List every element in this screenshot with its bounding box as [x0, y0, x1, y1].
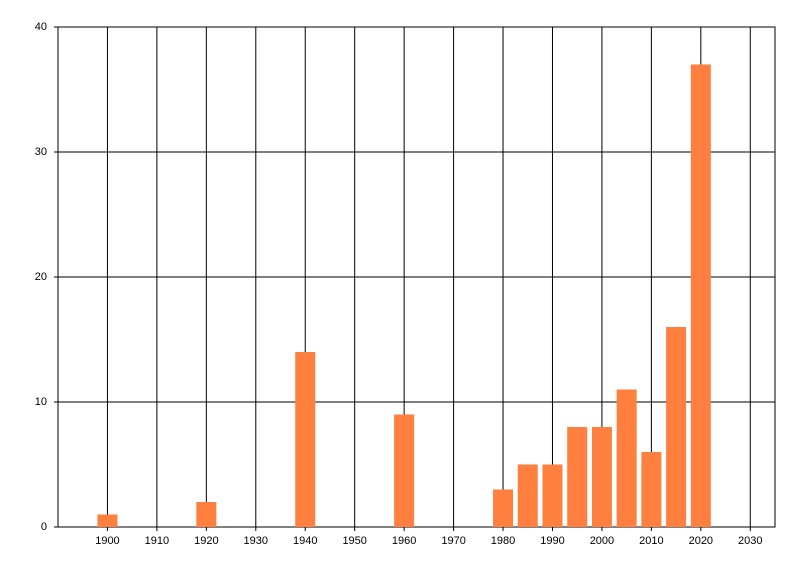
y-tick-label: 40 [35, 21, 47, 33]
y-tick-label: 0 [41, 521, 47, 533]
x-tick-label: 1930 [244, 535, 268, 547]
bar [295, 352, 316, 527]
bar [666, 327, 687, 527]
bar [542, 464, 563, 527]
bar [196, 502, 217, 527]
x-tick-label: 1910 [145, 535, 169, 547]
x-tick-label: 2010 [639, 535, 663, 547]
bar [591, 427, 612, 527]
x-tick-label: 2000 [590, 535, 614, 547]
bar [517, 464, 538, 527]
x-tick-label: 1940 [293, 535, 317, 547]
bar [616, 389, 637, 527]
x-tick-label: 1920 [194, 535, 218, 547]
x-tick-label: 1950 [342, 535, 366, 547]
bar [493, 489, 514, 527]
x-tick-label: 1990 [540, 535, 564, 547]
bar [567, 427, 588, 527]
y-tick-label: 20 [35, 271, 47, 283]
bar [97, 514, 118, 527]
x-tick-label: 1980 [491, 535, 515, 547]
y-tick-label: 10 [35, 396, 47, 408]
x-tick-label: 2030 [738, 535, 762, 547]
x-tick-label: 2020 [689, 535, 713, 547]
plot-frame [57, 26, 776, 528]
x-tick-label: 1900 [95, 535, 119, 547]
bar [690, 64, 711, 527]
bar [641, 452, 662, 527]
x-tick-label: 1970 [441, 535, 465, 547]
y-tick-label: 30 [35, 146, 47, 158]
bar [394, 414, 415, 527]
x-tick-label: 1960 [392, 535, 416, 547]
